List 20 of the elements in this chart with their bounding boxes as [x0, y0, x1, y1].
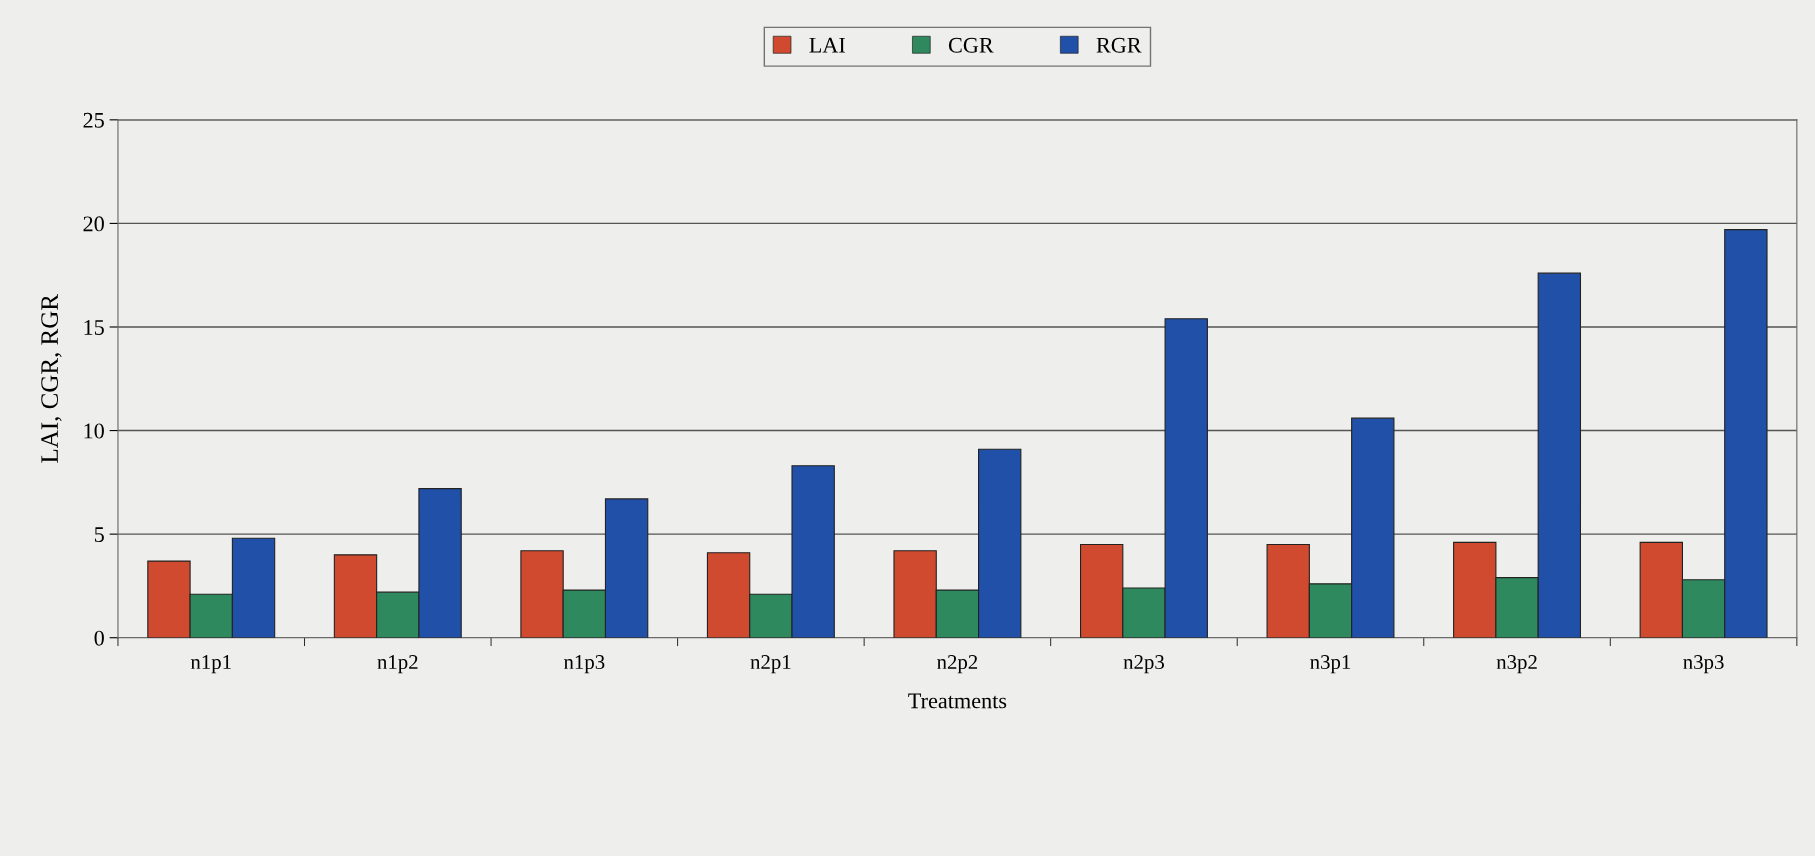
- x-axis-title: Treatments: [908, 693, 1007, 709]
- y-tick-label: 15: [84, 320, 104, 335]
- y-tick-label: 0: [94, 630, 104, 646]
- y-tick-label: 20: [83, 216, 104, 232]
- legend-label: CGR: [948, 37, 994, 53]
- x-tick-label: n1p3: [563, 655, 605, 674]
- x-tick-label: n3p2: [1496, 655, 1537, 674]
- y-tick-label: 10: [84, 423, 104, 439]
- y-tick-label: 25: [83, 112, 104, 128]
- legend-label: RGR: [1096, 37, 1142, 53]
- x-tick-label: n2p2: [937, 655, 978, 674]
- x-tick-label: n1p2: [377, 655, 418, 674]
- y-tick-label: 5: [94, 527, 104, 543]
- x-tick-label: n3p1: [1310, 655, 1351, 674]
- x-tick-label: n1p1: [190, 655, 231, 674]
- legend-label: LAI: [809, 37, 845, 53]
- x-tick-label: n3p3: [1683, 655, 1724, 674]
- x-tick-label: n2p1: [750, 655, 791, 674]
- y-axis-title: LAI, CGR, RGR: [41, 294, 62, 463]
- x-tick-label: n2p3: [1123, 655, 1164, 674]
